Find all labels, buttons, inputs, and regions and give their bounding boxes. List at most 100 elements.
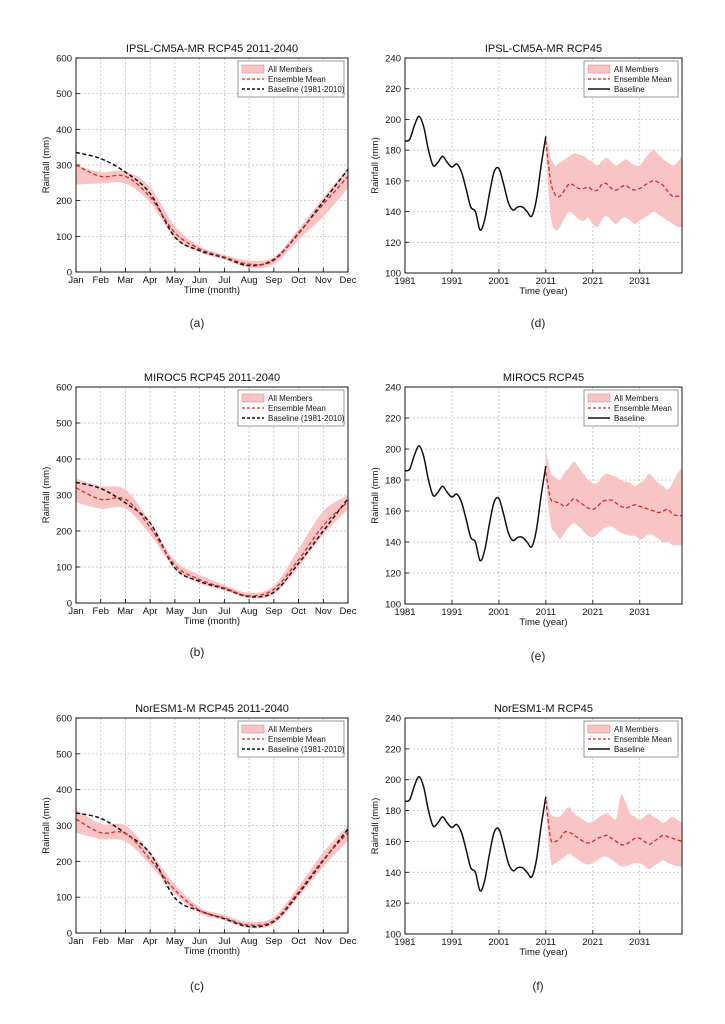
- y-tick-label: 220: [385, 414, 401, 425]
- y-tick-label: 600: [56, 54, 72, 65]
- x-tick-label: Jul: [218, 936, 230, 947]
- x-tick-label: Jun: [192, 606, 207, 617]
- y-tick-label: 500: [56, 749, 72, 760]
- x-tick-label: Mar: [117, 936, 133, 947]
- y-tick-label: 140: [385, 538, 401, 549]
- y-tick-label: 0: [67, 599, 72, 610]
- x-tick-label: 1981: [394, 276, 415, 287]
- x-tick-label: Dec: [340, 606, 357, 617]
- y-tick-label: 200: [56, 527, 72, 538]
- legend-label: Baseline (1981-2010): [268, 85, 345, 94]
- y-tick-label: 100: [385, 269, 401, 280]
- ensemble-mean-line: [75, 487, 349, 597]
- plot-frame: [75, 57, 349, 273]
- baseline-line: [404, 115, 547, 231]
- y-tick-label: 120: [385, 238, 401, 249]
- legend-label: All Members: [614, 725, 658, 734]
- x-tick-label: 1981: [394, 607, 415, 618]
- panel-caption: (b): [190, 645, 205, 659]
- ensemble-mean-line: [75, 164, 349, 266]
- plot-frame: [404, 717, 683, 935]
- x-tick-label: Jun: [192, 936, 207, 947]
- x-tick-label: Apr: [143, 275, 158, 286]
- x-tick-label: Jan: [68, 936, 83, 947]
- x-tick-label: Feb: [93, 606, 109, 617]
- legend-label: Baseline: [614, 85, 645, 94]
- x-tick-label: Jan: [68, 275, 83, 286]
- ensemble-mean-line: [75, 818, 349, 926]
- y-tick-label: 200: [56, 196, 72, 207]
- x-tick-label: 1991: [441, 937, 462, 948]
- y-tick-label: 0: [67, 268, 72, 279]
- x-tick-label: Nov: [315, 936, 332, 947]
- y-tick-label: 400: [56, 785, 72, 796]
- x-tick-label: 1991: [441, 607, 462, 618]
- legend-label: Ensemble Mean: [268, 735, 326, 744]
- y-tick-label: 200: [385, 115, 401, 126]
- chart-d: 100 120 140 160 180 200 220 240 1981 1991 2001 2011…: [370, 43, 683, 297]
- x-tick-label: Aug: [241, 275, 258, 286]
- grid-lines: [76, 58, 348, 272]
- legend-label: Ensemble Mean: [614, 75, 672, 84]
- x-tick-label: Sep: [265, 275, 282, 286]
- x-tick-label: Sep: [265, 936, 282, 947]
- y-tick-label: 200: [385, 445, 401, 456]
- x-tick-label: Jul: [218, 275, 230, 286]
- x-tick-label: Oct: [291, 606, 306, 617]
- plot-frame: [75, 386, 349, 604]
- legend-label: Ensemble Mean: [614, 735, 672, 744]
- x-tick-label: May: [166, 275, 184, 286]
- y-tick-label: 120: [385, 899, 401, 910]
- x-axis-label: Time (month): [184, 946, 240, 957]
- x-tick-label: Sep: [265, 606, 282, 617]
- legend-swatch-band: [241, 393, 265, 403]
- legend-swatch-band: [241, 64, 265, 74]
- x-axis-label: Time (year): [519, 617, 567, 628]
- plot-frame: [404, 386, 683, 605]
- x-axis-label: Time (year): [519, 947, 567, 958]
- chart-title: IPSL-CM5A-MR RCP45: [485, 43, 602, 55]
- x-tick-label: Oct: [291, 936, 306, 947]
- y-tick-label: 180: [385, 476, 401, 487]
- x-tick-label: Apr: [143, 606, 158, 617]
- legend-label: All Members: [268, 65, 312, 74]
- legend-swatch-band: [587, 64, 611, 74]
- y-axis-label: Rainfall (mm): [370, 467, 381, 523]
- x-tick-label: Dec: [340, 936, 357, 947]
- y-tick-label: 160: [385, 176, 401, 187]
- y-tick-label: 240: [385, 54, 401, 65]
- chart-title: MIROC5 RCP45 2011-2040: [144, 372, 280, 384]
- y-tick-label: 100: [385, 930, 401, 941]
- x-tick-label: 2011: [536, 607, 556, 618]
- y-axis-label: Rainfall (mm): [370, 137, 381, 193]
- all-members-band: [76, 478, 348, 599]
- plot-frame: [75, 717, 349, 934]
- y-tick-label: 160: [385, 837, 401, 848]
- chart-title: NorESM1-M RCP45 2011-2040: [135, 703, 289, 715]
- baseline-line: [75, 481, 349, 598]
- y-tick-label: 140: [385, 868, 401, 879]
- y-tick-label: 100: [56, 232, 72, 243]
- x-tick-label: Apr: [143, 936, 158, 947]
- y-tick-label: 600: [56, 383, 72, 394]
- y-tick-label: 600: [56, 714, 72, 725]
- plot-frame: [404, 57, 683, 274]
- x-tick-label: 2031: [629, 937, 650, 948]
- x-tick-label: Jun: [192, 275, 207, 286]
- all-members-band: [545, 794, 682, 870]
- chart-title: MIROC5 RCP45: [503, 372, 584, 384]
- x-axis-label: Time (year): [519, 286, 567, 297]
- y-tick-label: 180: [385, 146, 401, 157]
- legend-swatch-band: [587, 393, 611, 403]
- x-tick-label: Mar: [117, 275, 133, 286]
- legend-label: All Members: [268, 394, 312, 403]
- x-tick-label: Aug: [241, 936, 258, 947]
- y-tick-label: 300: [56, 491, 72, 502]
- all-members-band: [76, 165, 348, 269]
- legend-label: Baseline: [614, 414, 645, 423]
- panel-caption: (c): [190, 979, 204, 993]
- legend-label: Ensemble Mean: [268, 75, 326, 84]
- y-tick-label: 220: [385, 84, 401, 95]
